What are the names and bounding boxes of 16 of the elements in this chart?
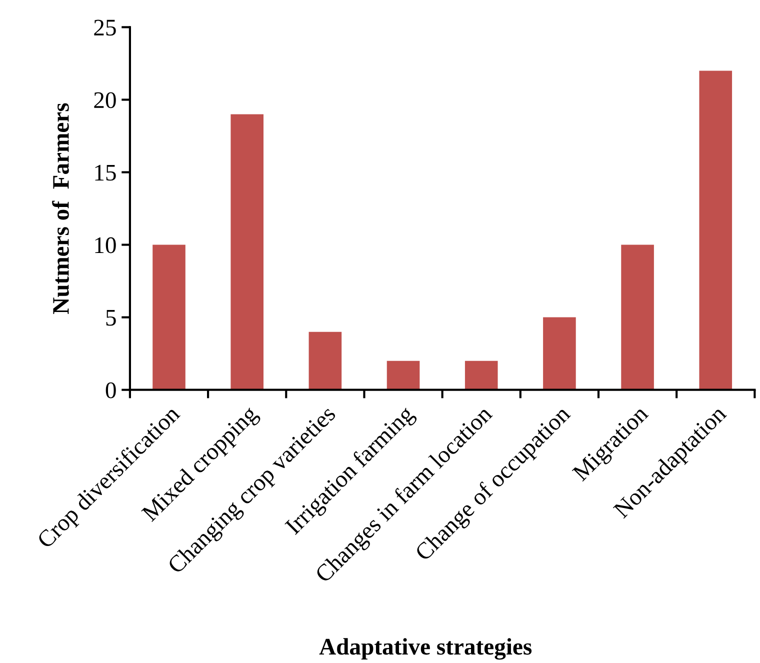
y-axis-title: Nutmers of Farmers bbox=[52, 103, 69, 314]
y-tick-label: 0 bbox=[106, 382, 116, 398]
y-tick-label: 10 bbox=[95, 237, 116, 254]
bar bbox=[308, 332, 342, 390]
bar bbox=[464, 360, 498, 390]
bar bbox=[543, 317, 576, 390]
bar bbox=[152, 244, 186, 390]
bar bbox=[230, 114, 264, 390]
bar bbox=[621, 244, 654, 390]
bar bbox=[386, 360, 420, 390]
y-tick-label: 20 bbox=[94, 92, 116, 108]
y-tick-label: 5 bbox=[106, 310, 116, 326]
x-axis-title: Adaptative strategies bbox=[319, 638, 532, 660]
bar bbox=[699, 70, 732, 390]
y-tick-label: 25 bbox=[94, 20, 116, 36]
y-tick-label: 15 bbox=[95, 164, 116, 181]
